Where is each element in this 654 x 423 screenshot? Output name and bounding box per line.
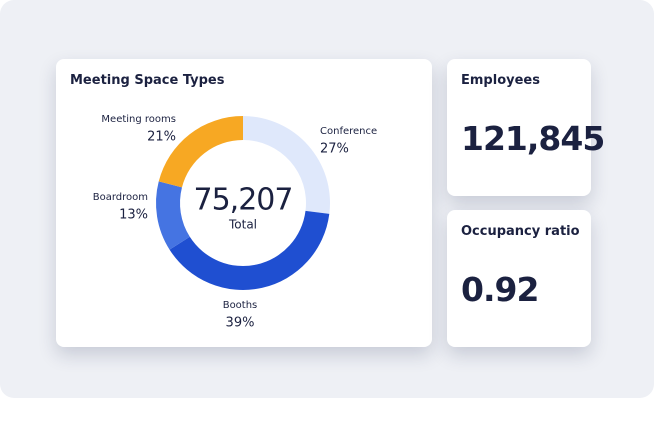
kpi-value: 121,845: [461, 119, 605, 158]
chart-card: Meeting Space Types Conference 27% Booths 3…: [56, 59, 432, 347]
donut-segment: [243, 116, 330, 214]
kpi-title: Occupancy ratio: [461, 224, 580, 239]
segment-value-label: 13%: [119, 208, 148, 223]
chart-title: Meeting Space Types: [70, 73, 225, 88]
segment-value-label: 21%: [147, 130, 176, 145]
segment-label: Conference: [320, 126, 377, 137]
kpi-card: Occupancy ratio 0.92: [447, 210, 591, 347]
donut-segment: [156, 181, 190, 250]
donut-segment: [158, 116, 243, 188]
segment-value-label: 27%: [320, 142, 349, 157]
segment-label: Booths: [223, 300, 258, 311]
donut-segment: [169, 210, 330, 290]
center-label: Total: [228, 218, 257, 232]
segment-label: Meeting rooms: [101, 114, 176, 125]
kpi-value: 0.92: [461, 270, 539, 309]
chart: Conference 27% Booths 39% Boardroom 13% Meetin…: [93, 114, 377, 331]
kpi-card: Employees 121,845: [447, 59, 605, 196]
segment-value-label: 39%: [226, 316, 255, 331]
kpi-title: Employees: [461, 73, 540, 88]
segment-label: Boardroom: [93, 192, 148, 203]
center-value: 75,207: [194, 183, 293, 218]
